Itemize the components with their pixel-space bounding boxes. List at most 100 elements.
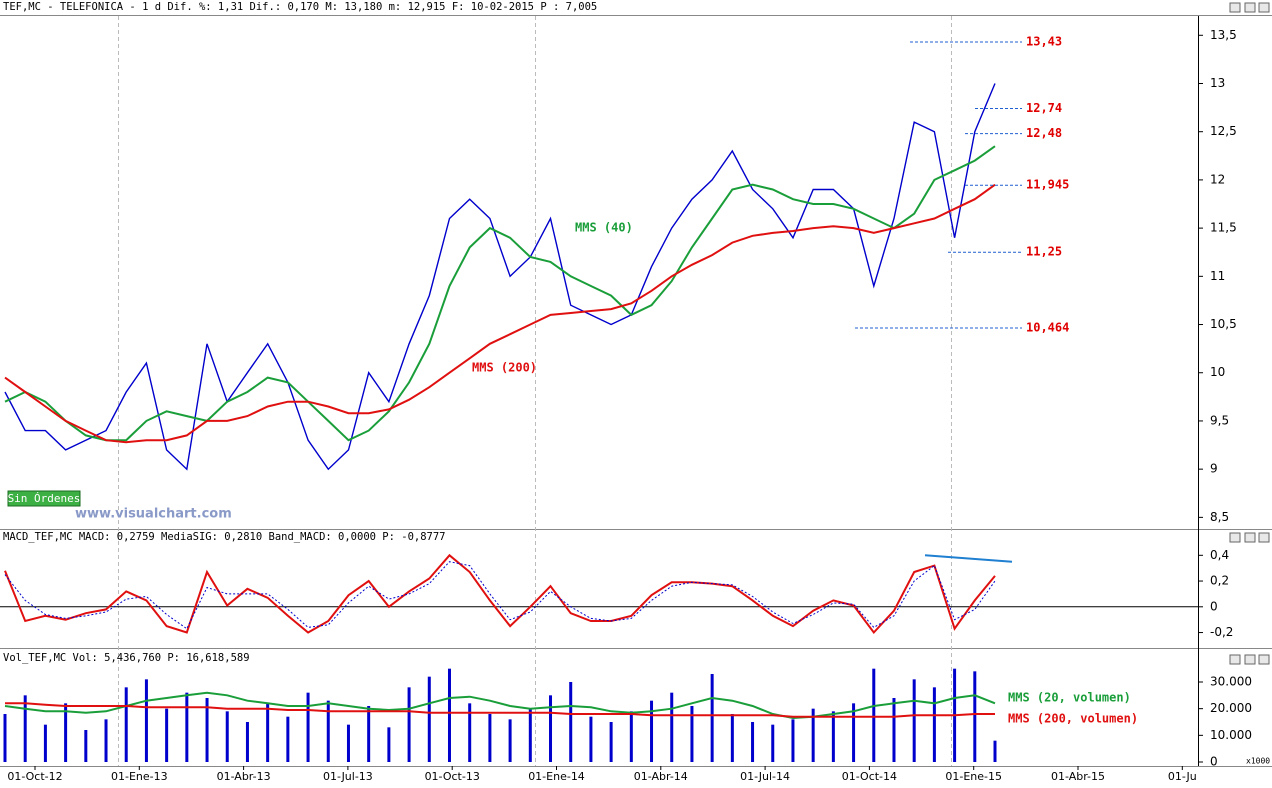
volume-bar	[488, 714, 492, 762]
series-line	[5, 702, 995, 718]
volume-bar	[387, 727, 391, 762]
header-bar	[0, 0, 1272, 15]
series-line	[4, 145, 996, 442]
level-label: 13,43	[1026, 35, 1062, 49]
maximize-button[interactable]	[1244, 532, 1256, 543]
volume-bar	[104, 719, 108, 762]
volume-bar	[306, 692, 310, 762]
volume-bar	[730, 714, 734, 762]
volume-bar	[670, 692, 674, 762]
volume-bar	[326, 700, 330, 762]
x-tick-label: 01-Jul-14	[740, 770, 790, 783]
series-line	[4, 691, 996, 720]
volume-bar	[508, 719, 512, 762]
y-tick-label: -0,2	[1210, 625, 1233, 639]
volume-bar	[447, 668, 451, 762]
volume-bar	[144, 679, 148, 762]
volume-bar	[811, 708, 815, 762]
volume-bar	[589, 716, 593, 762]
volume-bar	[710, 674, 714, 762]
volume-bar	[245, 722, 249, 762]
y-tick-label: 20.000	[1210, 701, 1252, 715]
x-tick-label: 01-Jul-13	[323, 770, 373, 783]
volume-bar	[690, 706, 694, 762]
y-tick-label: 13,5	[1210, 28, 1237, 42]
series-line	[4, 553, 996, 635]
volume-bar	[831, 711, 835, 762]
volume-bar	[549, 695, 553, 762]
y-tick-label: 10	[1210, 365, 1225, 379]
y-tick-label: 0,2	[1210, 574, 1229, 588]
volume-bar	[205, 698, 209, 762]
volume-bar	[43, 724, 47, 762]
volume-bar	[367, 706, 371, 762]
y-tick-label: 9	[1210, 462, 1218, 476]
volume-bar	[912, 679, 916, 762]
minimize-button[interactable]	[1229, 2, 1241, 13]
close-button[interactable]	[1258, 2, 1270, 13]
x-tick-label: 01-Oct-14	[842, 770, 897, 783]
level-label: 11,945	[1026, 178, 1069, 192]
year-separators	[118, 16, 952, 766]
y-tick-label: 8,5	[1210, 510, 1229, 524]
unit-label: x1000	[1246, 757, 1270, 766]
volume-bar	[468, 703, 472, 762]
level-label: 12,74	[1026, 101, 1062, 115]
volume-bar	[629, 711, 633, 762]
x-tick-label: 01-Ene-15	[945, 770, 1002, 783]
volume-bar	[528, 708, 532, 762]
y-tick-label: 9,5	[1210, 413, 1229, 427]
y-tick-label: 11,5	[1210, 221, 1237, 235]
volume-bar	[23, 695, 27, 762]
minimize-button[interactable]	[1229, 532, 1241, 543]
series-label: MMS (200, volumen)	[1008, 712, 1138, 726]
volume-bar	[165, 708, 169, 762]
x-tick-label: 01-Abr-13	[217, 770, 271, 783]
series-label: MMS (40)	[575, 221, 633, 235]
volume-bar	[609, 722, 613, 762]
level-label: 10,464	[1026, 320, 1069, 334]
close-button[interactable]	[1258, 654, 1270, 665]
y-tick-label: 11	[1210, 269, 1225, 283]
volume-bar	[872, 668, 876, 762]
volume-bar	[569, 682, 573, 762]
x-tick-label: 01-Abr-15	[1051, 770, 1105, 783]
volume-bar	[932, 687, 936, 762]
level-label: 12,48	[1026, 126, 1062, 140]
volume-bar	[973, 671, 977, 762]
series-line	[4, 183, 996, 444]
x-tick-label: 01-Ju	[1168, 770, 1197, 783]
series-line	[4, 561, 996, 630]
volume-bar	[225, 711, 229, 762]
volume-bar	[266, 703, 270, 762]
volume-bar	[892, 698, 896, 762]
y-tick-label: 0	[1210, 755, 1218, 769]
volume-bar	[791, 719, 795, 762]
y-tick-label: 13	[1210, 76, 1225, 90]
orders-button[interactable]	[7, 490, 81, 507]
maximize-button[interactable]	[1244, 654, 1256, 665]
y-tick-label: 30.000	[1210, 675, 1252, 689]
volume-bar	[427, 676, 431, 762]
maximize-button[interactable]	[1244, 2, 1256, 13]
panel-title: Vol_TEF,MC Vol: 5,436,760 P: 16,618,589	[3, 652, 250, 664]
y-tick-label: 10,5	[1210, 317, 1237, 331]
y-tick-label: 0,4	[1210, 548, 1229, 562]
volume-bar	[852, 703, 856, 762]
volume-bar	[993, 740, 997, 762]
y-tick-label: 12	[1210, 172, 1225, 186]
level-label: 11,25	[1026, 245, 1062, 259]
minimize-button[interactable]	[1229, 654, 1241, 665]
orders-button-label[interactable]: Sin Órdenes	[8, 492, 81, 505]
x-tick-label: 01-Ene-13	[111, 770, 168, 783]
x-tick-label: 01-Oct-13	[425, 770, 480, 783]
volume-bar	[286, 716, 290, 762]
panel-title: MACD_TEF,MC MACD: 0,2759 MediaSIG: 0,281…	[3, 531, 446, 543]
x-tick-label: 01-Abr-14	[634, 770, 688, 783]
volume-bar	[124, 687, 128, 762]
volume-bar	[346, 724, 350, 762]
close-button[interactable]	[1258, 532, 1270, 543]
volume-bar	[84, 730, 88, 762]
x-tick-label: 01-Oct-12	[7, 770, 62, 783]
